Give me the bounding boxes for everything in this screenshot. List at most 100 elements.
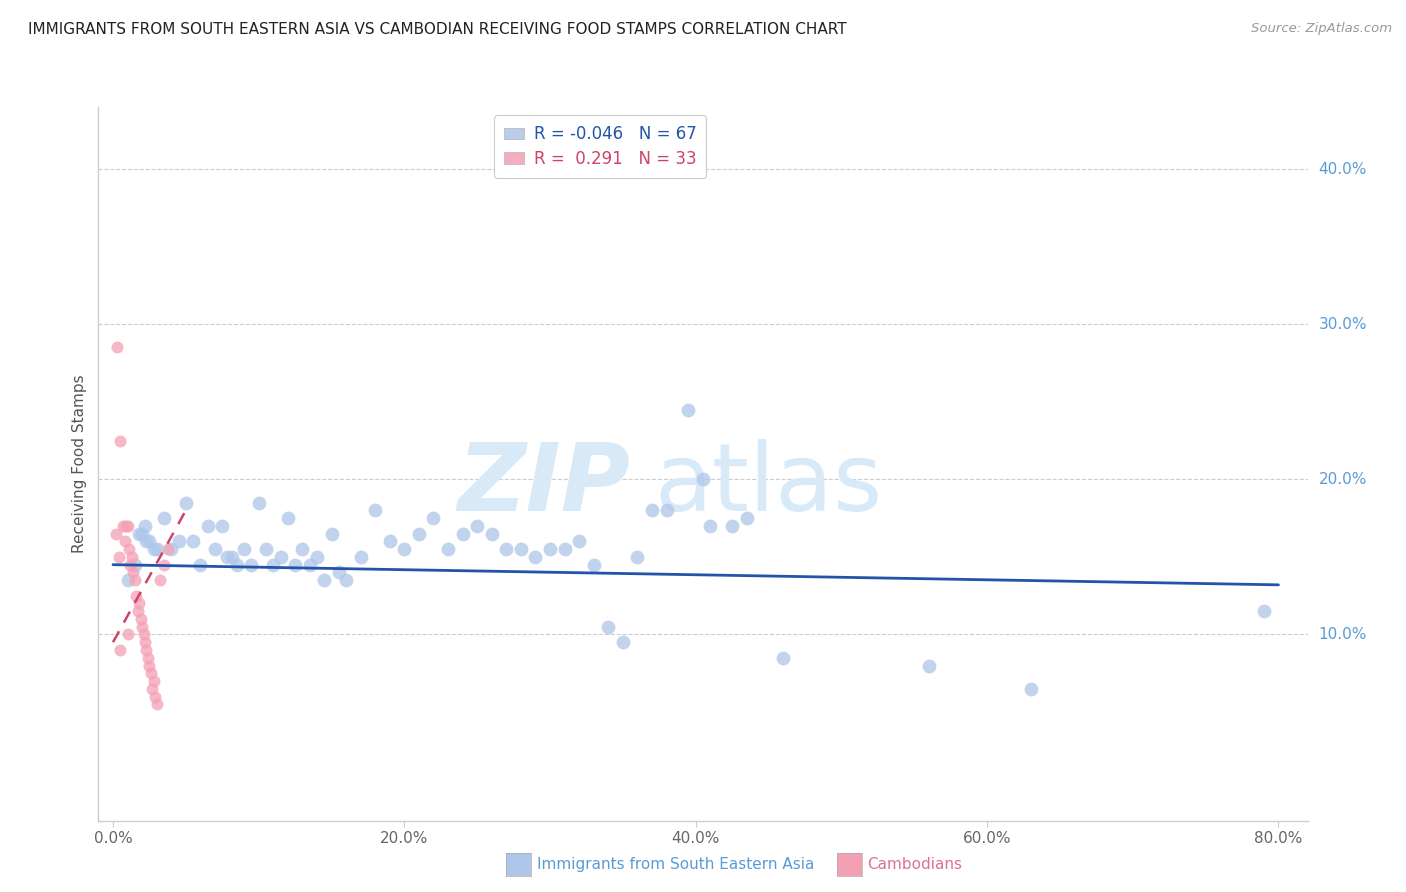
Point <box>122 566 145 580</box>
Point <box>538 542 561 557</box>
Point <box>350 549 373 564</box>
Point <box>655 503 678 517</box>
Point <box>692 472 714 486</box>
Point <box>128 526 150 541</box>
Point <box>364 503 387 517</box>
Point <box>153 511 176 525</box>
Point <box>110 643 132 657</box>
Point <box>157 542 180 557</box>
Text: ZIP: ZIP <box>457 439 630 532</box>
Point <box>481 526 503 541</box>
Text: 10.0%: 10.0% <box>1319 627 1367 642</box>
Point <box>120 558 142 572</box>
Point <box>108 549 131 564</box>
Point <box>495 542 517 557</box>
Text: Source: ZipAtlas.com: Source: ZipAtlas.com <box>1251 22 1392 36</box>
Point <box>247 495 270 509</box>
Point <box>270 549 292 564</box>
Point <box>142 542 165 557</box>
Point <box>225 558 247 572</box>
Point <box>582 558 605 572</box>
Text: atlas: atlas <box>655 439 883 532</box>
Point <box>328 566 350 580</box>
Point <box>117 519 139 533</box>
Point <box>145 542 167 557</box>
Point <box>174 495 197 509</box>
Point <box>524 549 547 564</box>
Point <box>197 519 219 533</box>
Point <box>240 558 263 572</box>
Point <box>117 573 139 587</box>
Point <box>132 627 155 641</box>
Point <box>721 519 744 533</box>
Point <box>127 604 149 618</box>
Point <box>699 519 721 533</box>
Point <box>215 549 238 564</box>
Point <box>145 698 167 712</box>
Point <box>554 542 576 557</box>
Point <box>612 635 634 649</box>
Point <box>451 526 474 541</box>
Text: 30.0%: 30.0% <box>1319 317 1367 332</box>
Point <box>142 673 165 688</box>
Point <box>321 526 343 541</box>
Text: Immigrants from South Eastern Asia: Immigrants from South Eastern Asia <box>537 857 814 871</box>
Point <box>465 519 488 533</box>
Point <box>125 589 148 603</box>
Point <box>110 434 132 448</box>
Point <box>121 549 143 564</box>
Point <box>394 542 416 557</box>
Point <box>190 558 212 572</box>
Point <box>509 542 531 557</box>
Legend: R = -0.046   N = 67, R =  0.291   N = 33: R = -0.046 N = 67, R = 0.291 N = 33 <box>494 115 706 178</box>
Point <box>735 511 758 525</box>
Point <box>153 558 176 572</box>
Point <box>422 511 444 525</box>
Point <box>437 542 460 557</box>
Point <box>1019 681 1042 696</box>
Point <box>335 573 357 587</box>
Point <box>291 542 314 557</box>
Point <box>112 519 135 533</box>
Point <box>772 650 794 665</box>
Point <box>408 526 430 541</box>
Point <box>138 658 160 673</box>
Point <box>134 635 156 649</box>
Point <box>131 620 153 634</box>
Point <box>277 511 299 525</box>
Point <box>134 519 156 533</box>
Point <box>678 402 700 417</box>
Point <box>105 341 128 355</box>
Point <box>128 597 150 611</box>
Point <box>254 542 277 557</box>
Point <box>641 503 664 517</box>
Point <box>138 534 160 549</box>
Point <box>117 627 139 641</box>
Point <box>598 620 620 634</box>
Point <box>118 542 141 557</box>
Point <box>135 643 157 657</box>
Point <box>284 558 307 572</box>
Point <box>136 650 159 665</box>
Point <box>131 526 153 541</box>
Point <box>135 534 157 549</box>
Point <box>124 573 146 587</box>
Point <box>115 519 138 533</box>
Point <box>211 519 233 533</box>
Text: IMMIGRANTS FROM SOUTH EASTERN ASIA VS CAMBODIAN RECEIVING FOOD STAMPS CORRELATIO: IMMIGRANTS FROM SOUTH EASTERN ASIA VS CA… <box>28 22 846 37</box>
Text: 20.0%: 20.0% <box>1319 472 1367 487</box>
Point <box>114 534 136 549</box>
Point <box>626 549 648 564</box>
Point <box>160 542 183 557</box>
Text: 40.0%: 40.0% <box>1319 161 1367 177</box>
Point <box>378 534 401 549</box>
Point <box>124 558 146 572</box>
Point <box>149 573 172 587</box>
Point <box>204 542 226 557</box>
Point <box>918 658 941 673</box>
Point <box>262 558 284 572</box>
Point <box>298 558 321 572</box>
Y-axis label: Receiving Food Stamps: Receiving Food Stamps <box>72 375 87 553</box>
Point <box>129 612 152 626</box>
Point <box>141 681 163 696</box>
